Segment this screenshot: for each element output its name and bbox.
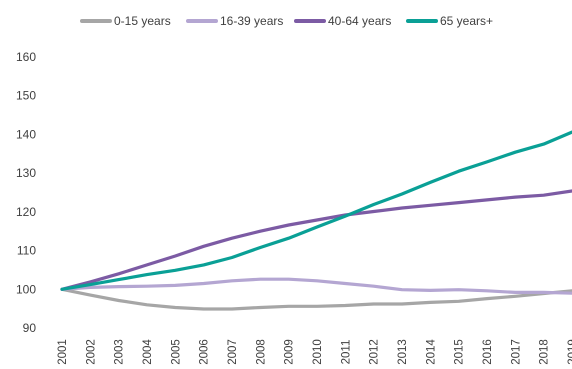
x-tick-label: 2013 [397,339,409,365]
x-tick-label: 2010 [312,339,324,365]
x-tick-label: 2014 [425,339,437,365]
series-line-65-years [60,130,572,291]
x-tick-label: 2005 [170,339,182,365]
x-tick-label: 2004 [142,339,154,365]
y-tick-label: 130 [16,166,36,180]
x-tick-label: 2011 [340,340,352,365]
x-tick-label: 2008 [255,339,267,365]
x-tick-label: 2012 [369,339,381,365]
y-tick-label: 160 [16,50,36,64]
x-tick-label: 2007 [227,339,239,365]
x-tick-label: 2002 [85,339,97,365]
x-tick-label: 2015 [454,339,466,365]
y-tick-label: 150 [16,89,36,103]
y-tick-label: 120 [16,205,36,219]
x-axis-ticks: 2001 2002 2003 2004 2005 2006 2007 2008 2009 2010… [57,339,572,365]
y-axis-ticks: 90 100 110 120 130 140 150 160 [16,50,36,335]
y-tick-label: 110 [17,244,36,258]
y-tick-label: 90 [23,321,37,335]
series-line-0-15-years [60,287,572,311]
x-tick-label: 2001 [57,339,69,365]
x-tick-label: 2009 [284,339,296,365]
series-lines [60,130,572,311]
x-tick-label: 2016 [482,339,494,365]
y-tick-label: 140 [16,127,36,141]
legend-label: 40-64 years [328,14,391,28]
y-tick-label: 100 [16,282,36,296]
x-tick-label: 2019 [567,339,572,365]
x-tick-label: 2006 [199,339,211,365]
x-tick-label: 2017 [510,339,522,365]
x-tick-label: 2018 [539,339,551,365]
x-tick-label: 2003 [114,339,126,365]
legend: 0-15 years 16-39 years 40-64 years 65 years… [80,14,493,28]
legend-label: 0-15 years [114,14,171,28]
legend-label: 65 years+ [440,14,493,28]
series-line-16-39-years [60,277,572,295]
legend-label: 16-39 years [220,14,283,28]
series-line-40-64-years [60,189,572,291]
